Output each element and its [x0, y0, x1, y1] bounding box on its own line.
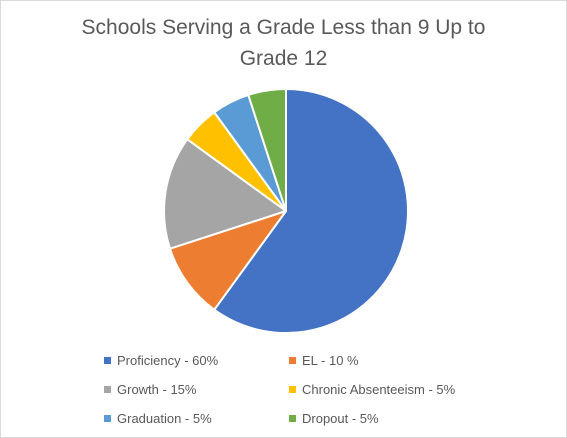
- legend-label: Dropout - 5%: [302, 410, 379, 426]
- legend-swatch: [289, 414, 296, 422]
- legend-item-dropout: Dropout - 5%: [289, 409, 379, 427]
- legend-swatch: [104, 414, 111, 422]
- chart-title-line-1: Schools Serving a Grade Less than 9 Up t…: [81, 16, 486, 39]
- legend-label: Growth - 15%: [117, 381, 197, 397]
- legend-swatch: [289, 356, 296, 364]
- pie-slice-proficiency: [213, 88, 409, 334]
- legend-item-graduation: Graduation - 5%: [104, 409, 212, 427]
- legend-label: Proficiency - 60%: [117, 352, 219, 368]
- pie-slice-el: [168, 210, 287, 311]
- legend-swatch: [289, 385, 296, 393]
- chart-title-line-2: Grade 12: [239, 47, 328, 70]
- pie-slice-growth: [163, 138, 287, 250]
- legend-item-growth: Growth - 15%: [104, 380, 196, 398]
- pie-slice-dropout: [247, 88, 287, 212]
- legend-label: Chronic Absenteeism - 5%: [302, 381, 456, 397]
- legend-label: EL - 10 %: [302, 352, 359, 368]
- legend-item-chronic-absenteeism: Chronic Absenteeism - 5%: [289, 380, 455, 398]
- legend-label: Graduation - 5%: [117, 410, 212, 426]
- legend-swatch: [104, 385, 111, 393]
- legend-item-proficiency: Proficiency - 60%: [104, 351, 218, 369]
- legend-swatch: [104, 356, 111, 364]
- legend-item-el: EL - 10 %: [289, 351, 359, 369]
